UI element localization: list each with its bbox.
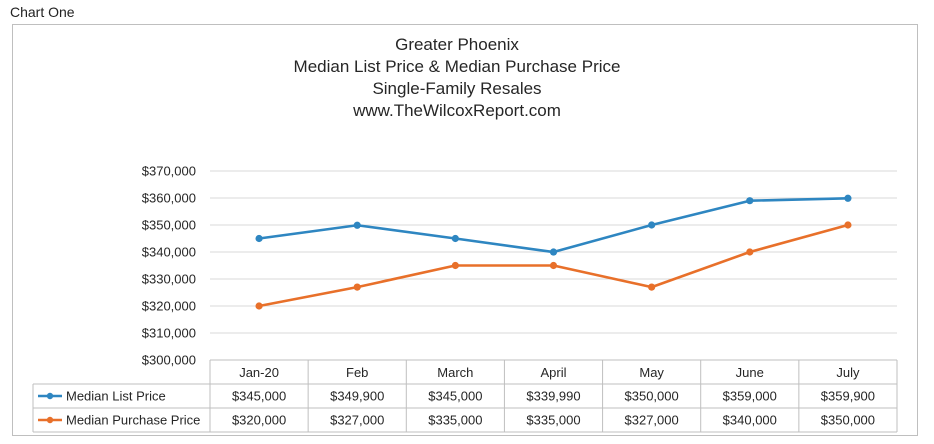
data-label: $320,000 [232,413,286,428]
data-label: $335,000 [428,413,482,428]
chart-title-line: www.TheWilcoxReport.com [352,101,561,120]
x-tick-label: Jan-20 [239,365,279,380]
data-point [255,234,263,243]
legend-label: Median List Price [66,389,166,404]
data-point [648,283,656,291]
data-label: $345,000 [428,389,482,404]
data-point [549,248,558,256]
data-point [844,221,852,229]
x-tick-label: June [736,365,764,380]
legend-marker [46,416,54,424]
x-tick-label: July [836,365,860,380]
x-tick-label: May [639,365,664,380]
x-tick-label: Feb [346,365,368,380]
chart-frame [12,24,918,436]
chart-title: Greater Phoenix Median List Price & Media… [294,35,621,120]
data-point [353,221,361,229]
data-point [451,234,459,243]
data-label: $345,000 [232,389,286,404]
y-axis: $300,000 $310,000 $320,000 $330,000 $340,000… [142,164,196,368]
data-point [255,302,263,310]
data-label: $339,990 [526,389,580,404]
data-label: $350,000 [821,413,875,428]
y-tick-label: $370,000 [142,164,196,179]
data-label: $327,000 [330,413,384,428]
data-label: $340,000 [723,413,777,428]
data-label: $350,000 [625,389,679,404]
gridlines [210,170,897,334]
y-tick-label: $300,000 [142,353,196,368]
y-tick-label: $350,000 [142,218,196,233]
data-label: $327,000 [625,413,679,428]
data-point [451,261,459,270]
data-table: Jan-20 Feb March April May June July Median Lis… [32,359,898,433]
data-label: $335,000 [526,413,580,428]
chart-title-line: Single-Family Resales [372,79,541,98]
legend-label: Median Purchase Price [66,413,200,428]
x-tick-label: March [437,365,473,380]
y-tick-label: $340,000 [142,245,196,260]
chart-caption: Chart One [10,4,75,20]
legend-marker [46,392,54,400]
data-label: $349,900 [330,389,384,404]
data-point [648,221,656,229]
y-tick-label: $330,000 [142,272,196,287]
data-point [549,261,558,270]
series-lines [255,194,852,310]
data-point [746,248,754,256]
y-tick-label: $310,000 [142,326,196,341]
y-tick-label: $360,000 [142,191,196,206]
data-label: $359,000 [723,389,777,404]
x-tick-label: April [540,365,566,380]
data-point [746,197,754,205]
data-point [353,283,361,291]
chart-title-line: Greater Phoenix [395,35,519,54]
data-label: $359,900 [821,389,875,404]
data-point [844,194,852,202]
chart-title-line: Median List Price & Median Purchase Pric… [294,57,621,76]
y-tick-label: $320,000 [142,299,196,314]
